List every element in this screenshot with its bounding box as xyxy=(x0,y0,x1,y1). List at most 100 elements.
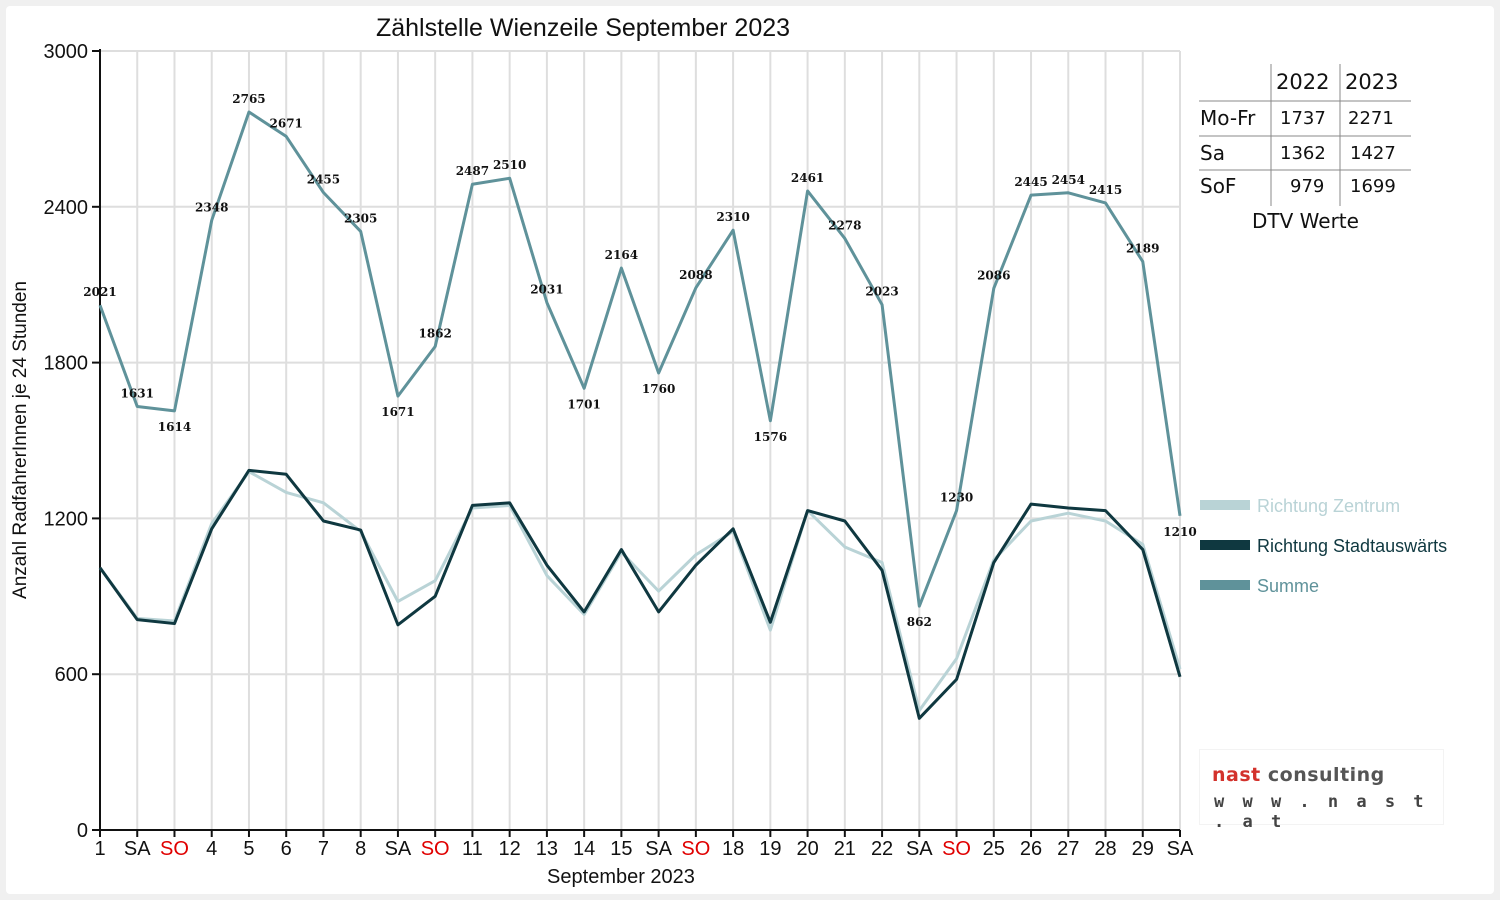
data-label: 2671 xyxy=(270,116,303,130)
x-tick-label: 4 xyxy=(206,838,217,860)
x-tick-label: SO xyxy=(942,838,971,860)
logo-wordmark: nast consulting xyxy=(1212,764,1385,786)
dtv-cell: 2271 xyxy=(1348,108,1394,129)
series-line-richtung-stadtauswärts xyxy=(98,468,1182,720)
x-tick-label: 8 xyxy=(355,838,366,860)
axes: 0 600 1200 1800 2400 3000 1 SA SO 4 5 6 7 8 SA SO 11 12 13… xyxy=(44,41,1194,860)
x-tick-label: SO xyxy=(681,838,710,860)
data-label: 2164 xyxy=(605,248,638,262)
data-label: 1230 xyxy=(940,491,973,505)
data-label: 2461 xyxy=(791,171,824,185)
data-label: 2278 xyxy=(828,218,861,232)
x-tick-label: 5 xyxy=(243,838,254,860)
legend-swatch xyxy=(1200,500,1250,510)
data-label: 1862 xyxy=(418,327,451,341)
x-tick-label: 7 xyxy=(318,838,329,860)
dtv-cell: 1737 xyxy=(1280,108,1326,129)
data-labels: 2021 1631 1614 2348 2765 2671 2455 2305 1671 1862… xyxy=(83,92,1196,629)
x-tick-label: SO xyxy=(160,838,189,860)
dtv-row-label: Mo-Fr xyxy=(1200,106,1256,130)
data-label: 2455 xyxy=(307,173,340,187)
dtv-cell: 1362 xyxy=(1280,143,1326,164)
data-label: 1701 xyxy=(567,397,600,411)
logo-word-consulting: consulting xyxy=(1267,764,1385,786)
x-tick-label: 20 xyxy=(796,838,818,860)
nast-consulting-logo: nast consulting w w w . n a s t . a t xyxy=(1200,750,1443,832)
x-tick-label: 25 xyxy=(983,838,1005,860)
x-tick-label: 26 xyxy=(1020,838,1042,860)
data-label: 1631 xyxy=(121,386,154,400)
data-label: 1760 xyxy=(642,382,675,396)
y-tick-label: 600 xyxy=(55,664,88,686)
data-label: 2189 xyxy=(1126,242,1159,256)
series-line-summe xyxy=(98,110,1182,608)
legend-swatch xyxy=(1200,540,1250,550)
x-tick-label: SA xyxy=(906,838,933,860)
series-layer xyxy=(98,110,1182,720)
data-label: 2348 xyxy=(195,200,228,214)
data-label: 2415 xyxy=(1089,183,1122,197)
x-tick-label: 28 xyxy=(1094,838,1116,860)
data-label: 2454 xyxy=(1052,173,1085,187)
y-tick-label: 1200 xyxy=(44,508,89,530)
data-label: 2088 xyxy=(679,268,712,282)
dtv-caption: DTV Werte xyxy=(1252,209,1359,233)
data-label: 2510 xyxy=(493,158,526,172)
x-tick-label: SA xyxy=(124,838,151,860)
chart-title: Zählstelle Wienzeile September 2023 xyxy=(376,14,790,42)
y-axis-label: Anzahl RadfahrerInnen je 24 Stunden xyxy=(10,281,31,599)
legend-label: Richtung Zentrum xyxy=(1257,496,1400,516)
x-tick-label: 27 xyxy=(1057,838,1079,860)
x-tick-label: 29 xyxy=(1132,838,1154,860)
data-label: 1671 xyxy=(381,405,414,419)
dtv-header-2022: 2022 xyxy=(1276,70,1330,94)
x-tick-label: 18 xyxy=(722,838,744,860)
x-tick-label: 19 xyxy=(759,838,781,860)
y-tick-label: 2400 xyxy=(44,197,89,219)
data-label: 2305 xyxy=(344,211,377,225)
logo-word-nast: nast xyxy=(1212,764,1261,786)
x-tick-label: 6 xyxy=(281,838,292,860)
x-tick-label: SA xyxy=(1167,838,1194,860)
data-label: 1210 xyxy=(1163,525,1196,539)
legend-label: Summe xyxy=(1257,576,1319,596)
y-tick-label: 0 xyxy=(77,820,88,842)
legend-swatch xyxy=(1200,580,1250,590)
x-tick-label: 11 xyxy=(462,838,483,860)
x-tick-label: 14 xyxy=(573,838,595,860)
y-tick-label: 1800 xyxy=(44,353,89,375)
legend-label: Richtung Stadtauswärts xyxy=(1257,536,1447,556)
x-tick-label: SA xyxy=(645,838,672,860)
dtv-row-label: Sa xyxy=(1200,141,1225,165)
data-label: 1614 xyxy=(158,420,191,434)
data-label: 2086 xyxy=(977,268,1010,282)
data-label: 862 xyxy=(907,615,932,629)
data-label: 2310 xyxy=(716,210,749,224)
x-axis-label: September 2023 xyxy=(547,866,695,888)
x-tick-label: 15 xyxy=(610,838,632,860)
dtv-row-label: SoF xyxy=(1200,174,1237,198)
x-tick-label: SA xyxy=(385,838,412,860)
chart-frame xyxy=(6,6,1494,894)
data-label: 2031 xyxy=(530,283,563,297)
data-label: 2765 xyxy=(232,92,265,106)
y-tick-label: 3000 xyxy=(44,41,89,63)
dtv-cell: 979 xyxy=(1290,176,1325,197)
data-label: 2023 xyxy=(865,285,898,299)
x-tick-label: 21 xyxy=(834,838,856,860)
dtv-header-2023: 2023 xyxy=(1345,70,1399,94)
x-tick-label: 22 xyxy=(871,838,893,860)
x-tick-label: 1 xyxy=(94,838,105,860)
dtv-cell: 1427 xyxy=(1350,143,1396,164)
data-label: 2445 xyxy=(1014,175,1047,189)
x-tick-label: 12 xyxy=(499,838,521,860)
data-label: 2487 xyxy=(456,164,489,178)
x-tick-label: 13 xyxy=(536,838,558,860)
grid xyxy=(99,50,1181,830)
logo-url: w w w . n a s t . a t xyxy=(1214,792,1428,832)
dtv-cell: 1699 xyxy=(1350,176,1396,197)
data-label: 2021 xyxy=(83,285,116,299)
data-label: 1576 xyxy=(754,430,787,444)
legend: Richtung Zentrum Richtung Stadtauswärts Su… xyxy=(1200,496,1447,596)
